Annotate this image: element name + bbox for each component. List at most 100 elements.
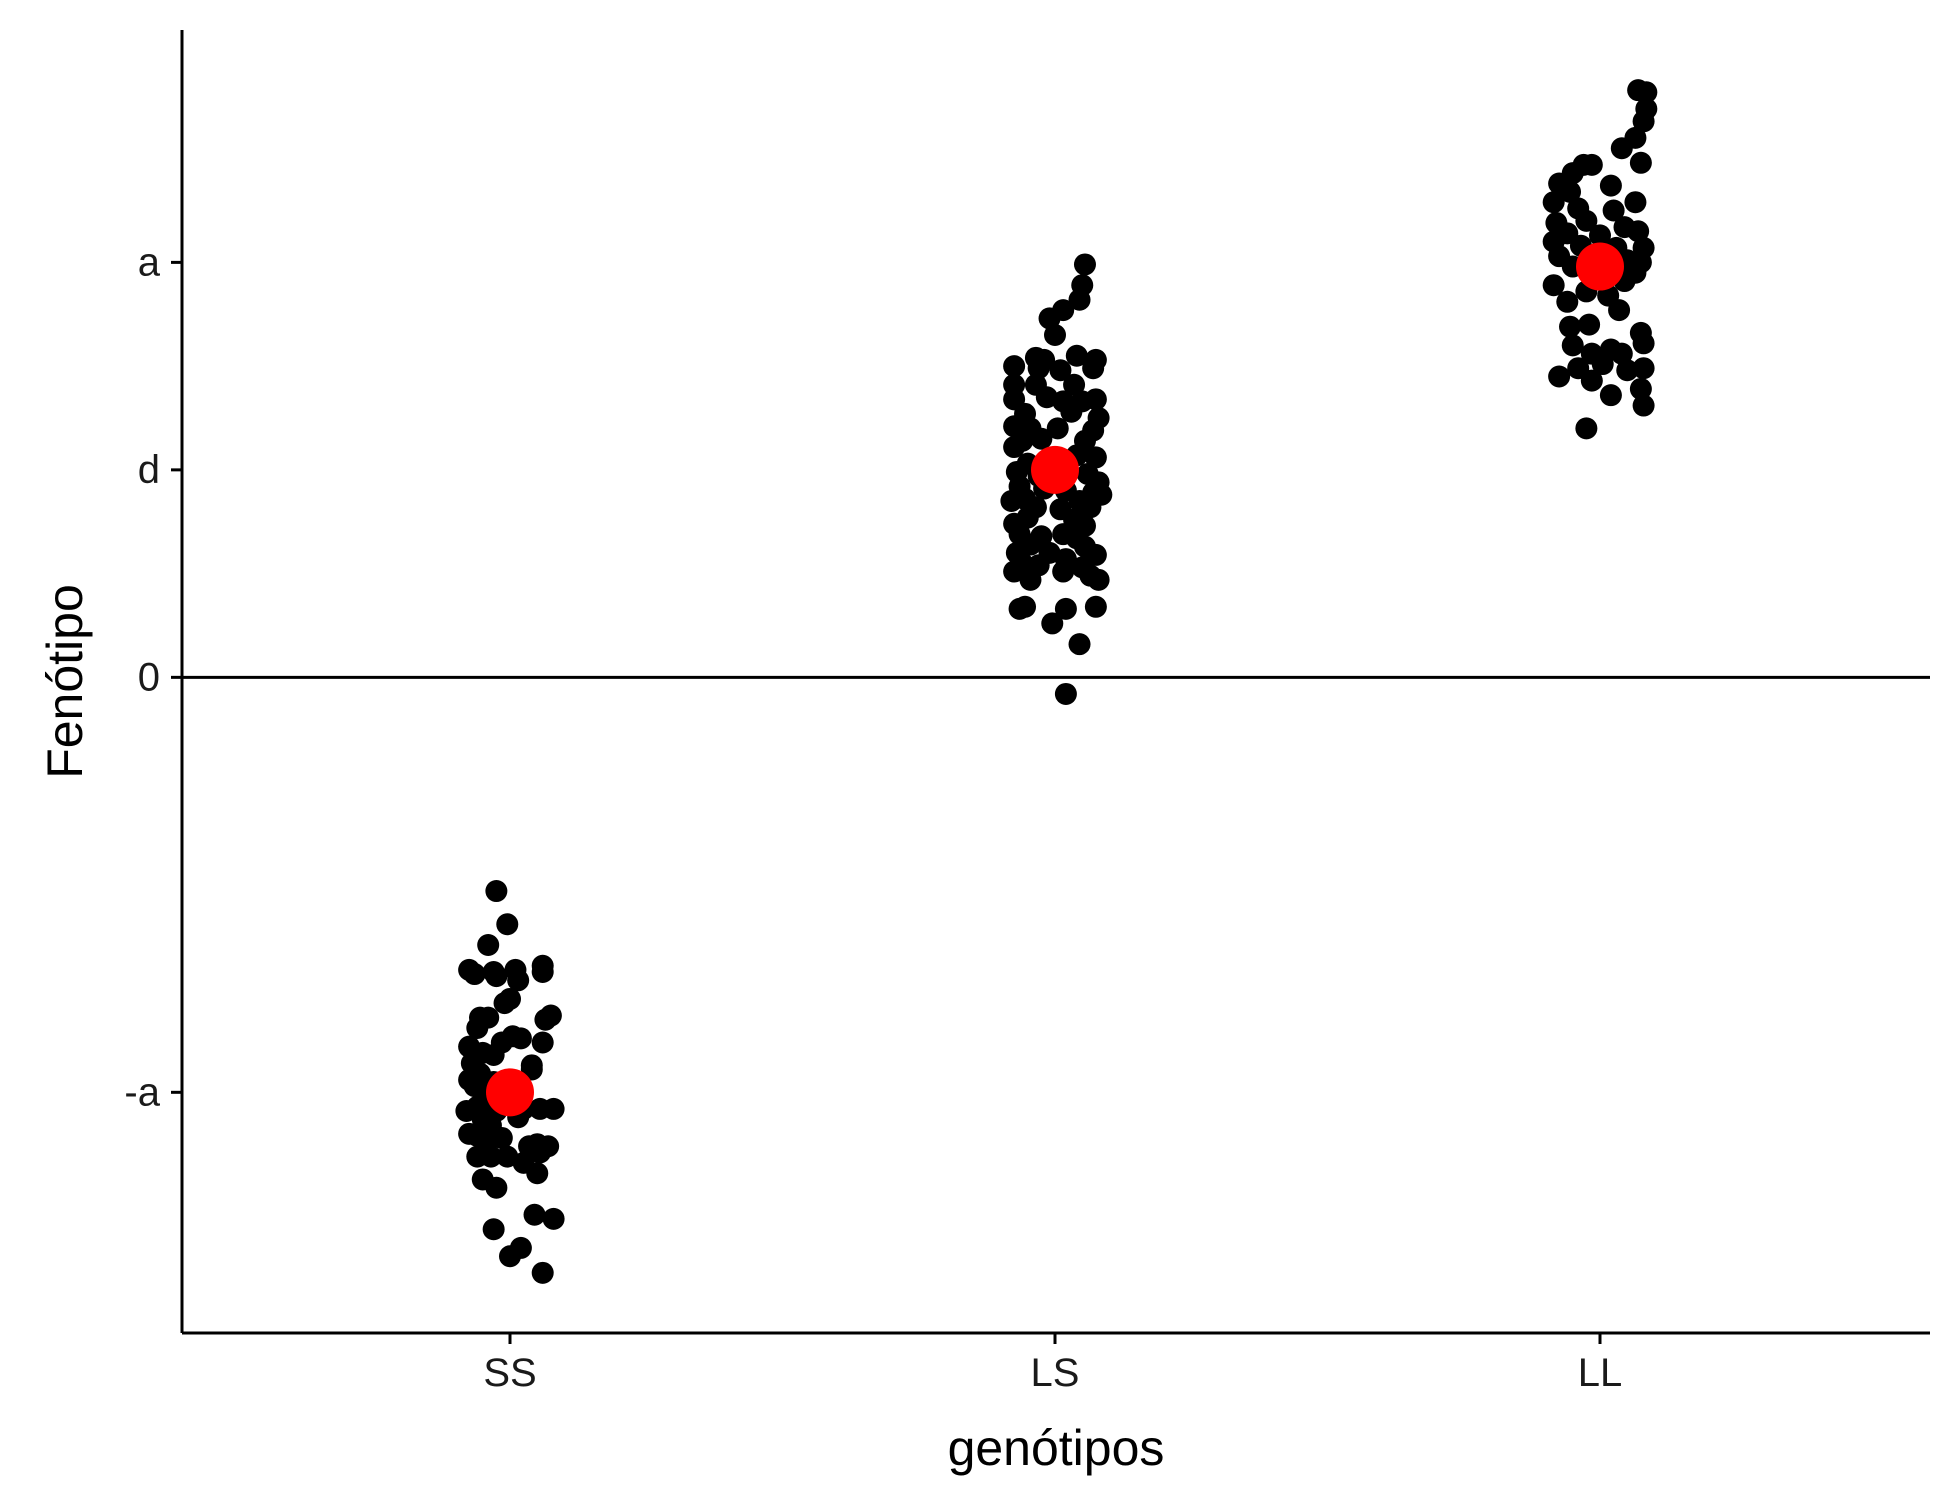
data-point [1068,633,1091,656]
data-point [1561,334,1584,357]
y-tick-label: d [138,448,160,492]
data-point [1060,400,1083,423]
data-point [1624,191,1647,214]
data-point [531,1031,554,1054]
data-point [463,963,486,986]
plot-panel [182,79,1930,1284]
data-point [1627,220,1650,243]
data-point [534,1008,557,1031]
data-point [509,1027,532,1050]
data-point [485,965,508,988]
y-tick-label: 0 [138,655,160,699]
data-point [1608,299,1631,322]
data-point [1629,377,1652,400]
data-point [1014,595,1037,618]
data-point [1559,315,1582,338]
data-point [1063,373,1086,396]
data-point [1030,427,1053,450]
data-point [485,1176,508,1199]
group-means [486,242,1624,1117]
data-point [455,1099,478,1122]
data-point [1556,290,1579,313]
data-point [1548,365,1571,388]
data-point [1003,436,1026,459]
mean-point [486,1068,534,1117]
mean-point [1576,242,1624,291]
data-point [1632,332,1655,355]
data-point [466,1016,489,1039]
data-point [1580,369,1603,392]
data-point [1082,357,1105,380]
data-point [1046,417,1069,440]
data-point [531,960,554,983]
data-point [1610,342,1633,365]
data-point [1073,253,1096,276]
data-point [528,1141,551,1164]
data-point [1041,612,1064,635]
data-point [1054,597,1077,620]
data-point [523,1203,546,1226]
data-point [1038,307,1061,330]
y-axis-ticks: -a 0 d a [124,240,182,1114]
data-point [1079,496,1102,519]
data-point [1559,180,1582,203]
mean-point [1031,445,1079,494]
data-point [1635,81,1658,104]
data-point [1629,151,1652,174]
data-point [1065,344,1088,367]
data-point [1054,682,1077,705]
data-point [1087,568,1110,591]
data-point [482,1043,505,1066]
data-point [485,880,508,903]
y-tick-label: -a [124,1070,160,1114]
data-point [507,969,530,992]
data-point [1599,384,1622,407]
data-point [1580,153,1603,176]
y-axis: -a 0 d a [124,30,184,1333]
data-point [1632,394,1655,417]
data-point [482,1218,505,1241]
x-axis: SS LS LL [182,1331,1930,1395]
data-point [1084,388,1107,411]
data-point [1589,224,1611,247]
data-point [1610,137,1633,160]
data-point [1000,489,1023,512]
data-point [542,1097,565,1120]
y-tick-label: a [138,240,161,284]
data-point [1542,191,1565,214]
data-point [1003,355,1026,378]
data-point [1599,174,1622,197]
data-point [1616,359,1639,382]
x-axis-ticks: SS LS LL [483,1333,1622,1395]
data-point [479,1145,502,1168]
data-point [531,1261,554,1284]
data-point [477,934,500,957]
data-point [542,1207,565,1230]
data-point [499,1245,521,1268]
data-point [1044,324,1066,347]
data-point [1591,353,1614,376]
data-point [1052,560,1075,583]
data-point [1019,568,1042,591]
data-point [1542,274,1565,297]
data-point [1602,199,1625,222]
data-points [455,79,1658,1284]
data-point [1003,560,1026,583]
data-point [1084,595,1107,618]
data-point [526,1162,549,1185]
data-point [1578,313,1601,336]
data-point [1632,110,1655,133]
y-axis-title: Fenótipo [37,584,93,779]
x-tick-label: LL [1578,1351,1623,1395]
data-point [1575,417,1598,440]
x-tick-label: LS [1031,1351,1080,1395]
x-tick-label: SS [483,1351,536,1395]
data-point [1049,359,1072,382]
data-point [1575,209,1598,232]
data-point [496,913,519,936]
x-axis-title: genótipos [948,1420,1165,1476]
data-point [493,992,516,1015]
data-point [1632,357,1655,380]
data-point [1084,446,1107,469]
